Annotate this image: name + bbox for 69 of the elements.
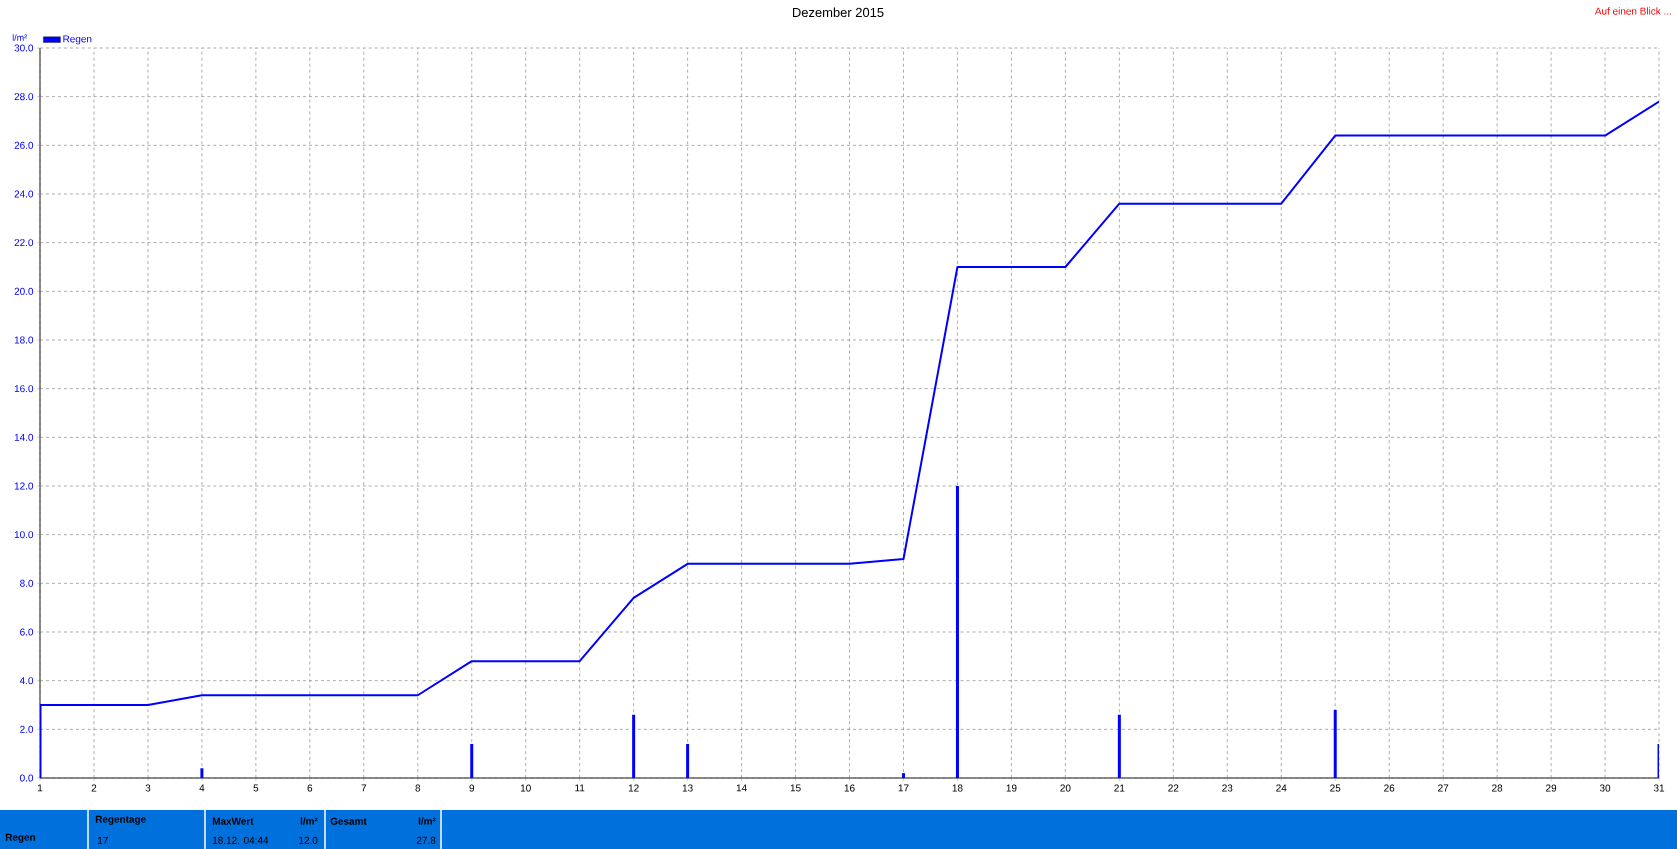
x-tick-label: 30 bbox=[1599, 784, 1611, 792]
bar bbox=[1117, 714, 1121, 778]
x-tick-label: 29 bbox=[1546, 784, 1557, 792]
x-tick-label: 16 bbox=[844, 784, 855, 792]
bar bbox=[1333, 709, 1337, 778]
x-tick-label: 14 bbox=[736, 784, 747, 792]
x-tick-label: 20 bbox=[1060, 784, 1071, 792]
text: 17 bbox=[97, 836, 108, 844]
x-tick-label: 6 bbox=[307, 784, 313, 792]
bar bbox=[632, 714, 636, 778]
bar bbox=[955, 485, 959, 778]
y-tick-label: 20.0 bbox=[14, 287, 34, 295]
x-tick-label: 11 bbox=[575, 784, 585, 792]
y-tick-label: 16.0 bbox=[14, 385, 34, 393]
text: l/m² bbox=[418, 817, 436, 825]
x-tick-label: 24 bbox=[1276, 784, 1287, 792]
y-tick-label: 4.0 bbox=[19, 677, 34, 685]
x-tick-label: 23 bbox=[1222, 784, 1233, 792]
text: MaxWert bbox=[212, 817, 254, 825]
x-tick-label: 21 bbox=[1114, 784, 1125, 792]
x-tick-label: 31 bbox=[1653, 784, 1665, 792]
y-tick-label: 2.0 bbox=[20, 725, 34, 733]
x-tick-label: 1 bbox=[38, 784, 43, 792]
x-tick-label: 2 bbox=[91, 784, 97, 792]
chart-title: Dezember 2015 bbox=[793, 7, 884, 18]
x-tick-label: 5 bbox=[253, 784, 259, 792]
x-tick-label: 15 bbox=[790, 784, 801, 792]
y-tick-label: 22.0 bbox=[14, 239, 34, 247]
y-axis-title: l/m² bbox=[12, 34, 27, 41]
y-tick-label: 0.0 bbox=[20, 774, 34, 782]
bar bbox=[686, 743, 690, 778]
text: Gesamt bbox=[330, 817, 367, 825]
x-tick-label: 19 bbox=[1006, 784, 1017, 792]
y-tick-label: 8.0 bbox=[20, 579, 34, 587]
x-tick-label: 4 bbox=[199, 784, 205, 792]
text: 27.8 bbox=[416, 836, 436, 844]
y-tick-label: 14.0 bbox=[14, 433, 34, 441]
text: 12.0 bbox=[299, 836, 318, 844]
x-tick-label: 9 bbox=[469, 784, 475, 792]
bar bbox=[470, 743, 474, 778]
y-tick-label: 12.0 bbox=[14, 482, 34, 490]
y-tick-label: 30.0 bbox=[14, 44, 34, 52]
x-tick-label: 27 bbox=[1438, 784, 1449, 792]
x-tick-label: 26 bbox=[1384, 784, 1395, 792]
text: Regentage bbox=[95, 815, 146, 825]
x-tick-label: 25 bbox=[1330, 784, 1341, 792]
x-tick-label: 13 bbox=[682, 784, 693, 792]
y-tick-label: 6.0 bbox=[20, 628, 34, 636]
y-tick-label: 10.0 bbox=[14, 531, 34, 539]
x-tick-label: 10 bbox=[520, 784, 531, 792]
x-tick-label: 3 bbox=[145, 784, 151, 792]
text: 18.12. 04:44 bbox=[212, 836, 269, 844]
x-tick-label: 12 bbox=[628, 784, 639, 792]
x-tick-label: 17 bbox=[898, 784, 909, 792]
text: Auf einen Blick ... bbox=[1594, 7, 1671, 15]
x-tick-label: 18 bbox=[952, 784, 963, 792]
text: l/m² bbox=[300, 817, 318, 825]
y-tick-label: 24.0 bbox=[14, 190, 34, 198]
x-tick-label: 28 bbox=[1492, 784, 1503, 792]
y-tick-label: 28.0 bbox=[14, 93, 34, 101]
text: Regen bbox=[5, 833, 36, 843]
x-tick-label: 7 bbox=[361, 784, 367, 792]
legend-label: Regen bbox=[63, 35, 92, 45]
x-tick-label: 8 bbox=[415, 784, 421, 792]
y-tick-label: 18.0 bbox=[14, 336, 34, 344]
y-tick-label: 26.0 bbox=[14, 141, 34, 149]
bar bbox=[200, 768, 204, 778]
bar bbox=[901, 773, 905, 778]
x-tick-label: 22 bbox=[1168, 784, 1179, 792]
